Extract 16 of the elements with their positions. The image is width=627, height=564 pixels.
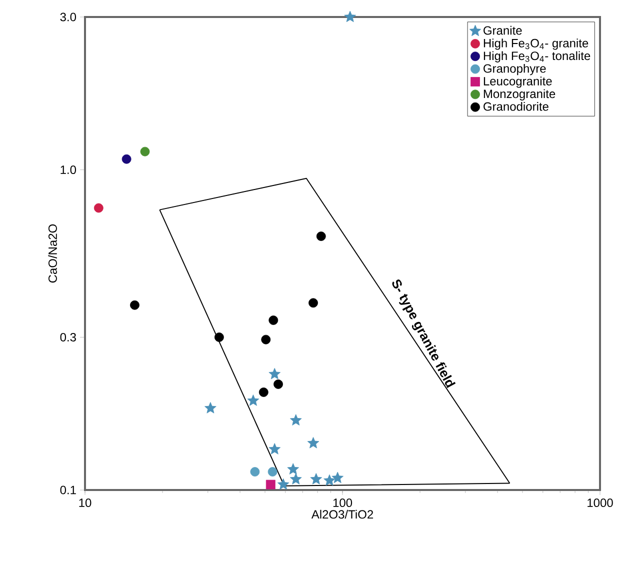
legend-label: Granodiorite [484, 102, 548, 111]
y-tick-label: 0.3 [60, 332, 76, 342]
legend-label: High Fe$_{3}$O$_{4}$- tonalite [484, 51, 590, 62]
legend-label: Monzogranite [484, 89, 556, 100]
x-axis-title: Al2O3/TiO2 [311, 510, 374, 519]
x-tick-label: 10 [79, 498, 92, 508]
y-tick-label: 3.0 [60, 12, 76, 22]
y-tick-label: 1.0 [60, 166, 76, 174]
legend-label: Leucogranite [484, 76, 552, 88]
legend-label: High Fe$_{3}$O$_{4}$- granite [484, 38, 588, 50]
x-tick-label: 1000 [588, 498, 613, 508]
x-tick-label: 100 [333, 498, 352, 508]
y-axis-title: CaO/Na2O [48, 224, 57, 283]
y-tick-label: 0.1 [60, 486, 76, 494]
legend-label: Granite [484, 26, 522, 35]
legend-label: Granophyre [484, 64, 546, 76]
